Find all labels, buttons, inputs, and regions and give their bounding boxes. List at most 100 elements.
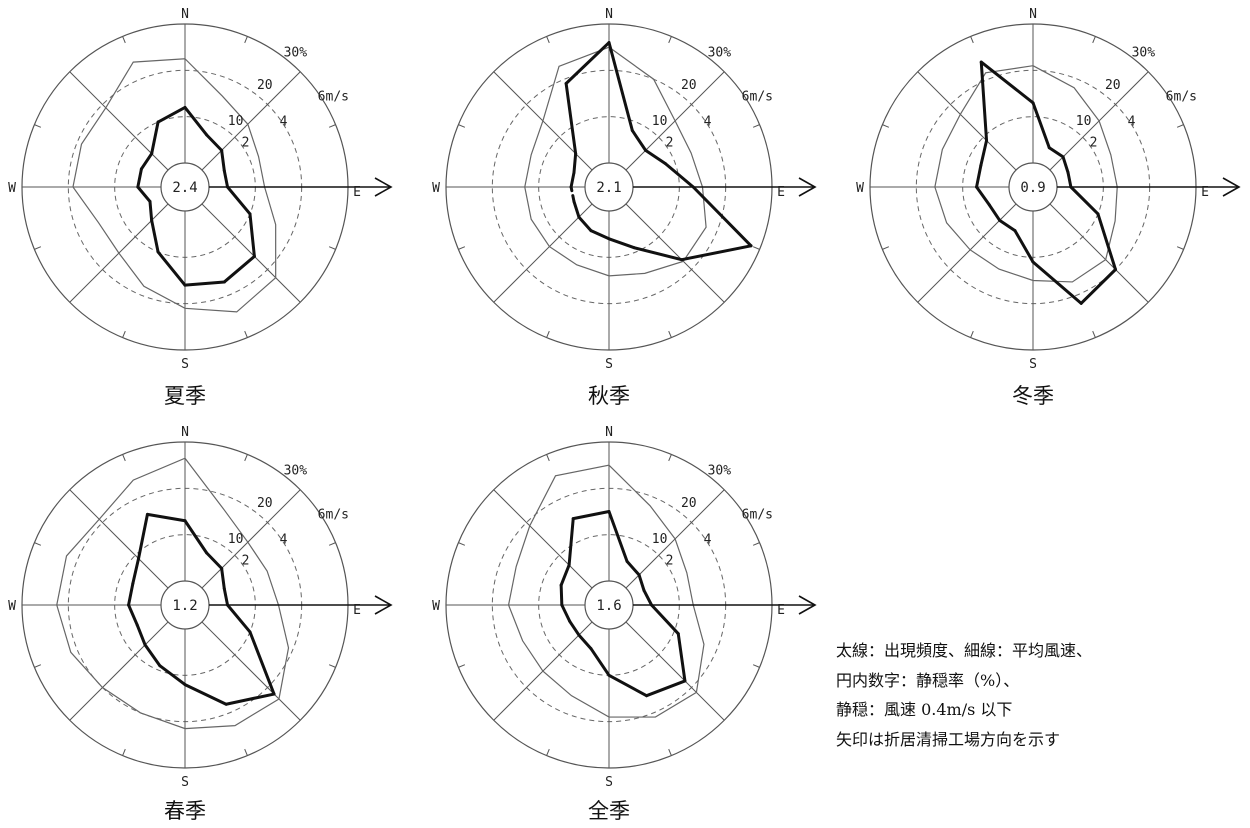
direction-tick xyxy=(752,664,760,668)
direction-tick xyxy=(122,454,126,462)
speed-tick-label: 4 xyxy=(704,115,712,130)
speed-tick-label: 6m/s xyxy=(742,89,773,104)
calm-rate-label: 2.4 xyxy=(172,180,197,196)
direction-label-e: E xyxy=(777,603,785,618)
speed-tick-label: 2 xyxy=(666,554,674,569)
frequency-line-segment xyxy=(637,573,646,592)
direction-tick xyxy=(328,542,336,546)
frequency-line-segment xyxy=(136,167,143,189)
frequency-line-segment xyxy=(248,212,256,258)
frequency-tick-label: 30% xyxy=(708,463,732,478)
frequency-tick-label: 30% xyxy=(708,45,732,60)
frequency-line-segment xyxy=(1079,267,1117,305)
axis-line xyxy=(625,203,725,303)
frequency-tick-label: 10 xyxy=(228,532,244,547)
direction-tick xyxy=(458,542,466,546)
wind-rose-3: 0.9 N S W E 10 20 30% 2 4 6m/s 冬季 xyxy=(856,7,1241,408)
note-line-thick-thin: 太線：出現頻度、細線：平均風速、 xyxy=(836,641,1093,660)
frequency-line-segment xyxy=(183,519,209,555)
arrow-head xyxy=(374,595,393,615)
frequency-tick-label: 30% xyxy=(284,463,308,478)
season-title: 秋季 xyxy=(588,384,630,408)
frequency-line-segment xyxy=(148,200,154,222)
frequency-line-segment xyxy=(676,632,687,683)
speed-tick-label: 2 xyxy=(242,136,250,151)
axis-line xyxy=(493,489,593,589)
speed-tick-label: 6m/s xyxy=(318,507,349,522)
note-line-calm-rate: 円内数字：静穏率（%）、 xyxy=(836,670,1020,690)
direction-tick xyxy=(1176,124,1184,128)
frequency-line-segment xyxy=(248,630,276,696)
direction-label-s: S xyxy=(1029,357,1037,372)
direction-tick xyxy=(34,124,42,128)
frequency-line-segment xyxy=(150,218,160,254)
frequency-line-segment xyxy=(589,647,611,677)
speed-tick-label: 2 xyxy=(666,136,674,151)
frequency-line-segment xyxy=(680,244,753,262)
note-line-arrow-meaning: 矢印は折居清掃工場方向を示す xyxy=(836,729,1061,749)
season-title: 春季 xyxy=(164,799,206,823)
frequency-line-segment xyxy=(630,129,648,152)
frequency-line-segment xyxy=(642,588,654,607)
speed-tick-label: 4 xyxy=(1128,115,1136,130)
speed-tick-label: 2 xyxy=(1090,136,1098,151)
direction-label-e: E xyxy=(777,185,785,200)
frequency-line-segment xyxy=(572,200,581,219)
direction-tick xyxy=(546,36,550,44)
frequency-line-segment xyxy=(569,185,576,204)
direction-tick xyxy=(328,246,336,250)
arrow-head xyxy=(798,177,817,197)
frequency-line-segment xyxy=(1066,170,1073,189)
frequency-line-segment xyxy=(136,185,152,204)
calm-rate-label: 0.9 xyxy=(1020,180,1045,196)
direction-label-s: S xyxy=(605,775,613,790)
frequency-line-segment xyxy=(150,120,160,156)
frequency-line-segment xyxy=(1096,212,1117,271)
frequency-line-segment xyxy=(691,185,753,248)
direction-tick xyxy=(244,454,248,462)
axis-line xyxy=(493,203,593,303)
mean-speed-line xyxy=(934,65,1118,283)
frequency-line-segment xyxy=(205,133,224,152)
frequency-tick-label: 20 xyxy=(1105,78,1121,93)
direction-label-n: N xyxy=(605,7,613,22)
direction-label-e: E xyxy=(353,603,361,618)
frequency-line-segment xyxy=(222,169,230,189)
calm-rate-label: 1.2 xyxy=(172,598,197,614)
mean-speed-line xyxy=(56,457,290,730)
frequency-line-segment xyxy=(979,60,989,143)
frequency-line-segment xyxy=(568,619,581,637)
mean-speed-line xyxy=(72,58,277,313)
frequency-line-segment xyxy=(127,603,139,627)
speed-tick-label: 4 xyxy=(704,533,712,548)
direction-tick xyxy=(328,124,336,128)
direction-tick xyxy=(752,124,760,128)
mean-speed-line xyxy=(524,46,707,277)
direction-tick xyxy=(122,330,126,338)
direction-tick xyxy=(668,330,672,338)
direction-label-w: W xyxy=(856,181,864,196)
frequency-tick-label: 10 xyxy=(228,114,244,129)
frequency-line-segment xyxy=(975,163,983,189)
frequency-line-segment xyxy=(589,229,611,241)
direction-tick xyxy=(34,664,42,668)
season-title: 夏季 xyxy=(164,384,206,408)
arrow-head xyxy=(798,595,817,615)
direction-label-e: E xyxy=(353,185,361,200)
speed-tick-label: 6m/s xyxy=(1166,89,1197,104)
direction-tick xyxy=(752,542,760,546)
direction-tick xyxy=(1092,330,1096,338)
direction-tick xyxy=(668,748,672,756)
frequency-line-segment xyxy=(183,280,226,287)
frequency-line-segment xyxy=(139,152,154,171)
frequency-line-segment xyxy=(564,81,578,156)
wind-rose-5: 1.6 N S W E 10 20 30% 2 4 6m/s 全季 xyxy=(432,425,817,823)
frequency-line-segment xyxy=(1013,229,1035,264)
axis-line xyxy=(201,203,301,303)
season-title: 全季 xyxy=(588,799,630,823)
frequency-line-segment xyxy=(222,587,230,607)
frequency-line-segment xyxy=(1061,155,1070,174)
direction-tick xyxy=(546,748,550,756)
speed-tick-label: 6m/s xyxy=(742,507,773,522)
